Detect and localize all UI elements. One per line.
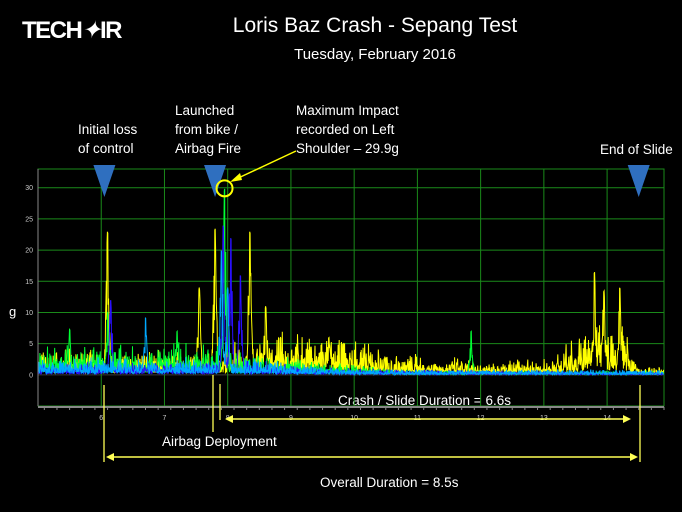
annotation-line: Shoulder – 29.9g [296,141,399,156]
y-tick-label: 20 [25,248,33,255]
arrowhead [225,415,233,423]
annotation-line: Initial loss [78,122,138,137]
series-line-channel-cyan [37,250,665,377]
arrowhead [106,453,114,461]
axes: 05101520253067891011121314 [25,169,665,422]
arrowhead [623,415,631,423]
annotation-initial-loss: Initial loss of control [78,120,137,158]
annotation-crash-duration: Crash / Slide Duration = 6.6s [338,393,511,408]
annotation-end-of-slide: End of Slide [600,142,673,157]
annotation-airbag-deployment: Airbag Deployment [162,434,277,449]
arrowhead [630,453,638,461]
annotation-launched: Launched from bike / Airbag Fire [175,101,241,158]
annotation-marks [93,150,650,462]
max-impact-arrow [233,150,297,181]
annotation-line: Airbag Fire [175,141,242,156]
y-tick-label: 25 [25,216,33,223]
annotation-line: from bike / [175,122,239,137]
arrowhead [230,173,242,182]
x-tick-label: 7 [163,415,167,422]
event-marker-triangle [627,165,650,197]
series-group [37,188,665,377]
y-tick-label: 30 [25,185,33,192]
annotation-line: recorded on Left [296,122,395,137]
annotation-overall-duration: Overall Duration = 8.5s [320,475,459,490]
event-marker-triangle [204,165,227,197]
techair-logo: TECH✦IR [22,17,122,44]
y-tick-label: 5 [29,341,33,348]
page-title: Loris Baz Crash - Sepang Test [232,14,518,37]
y-axis-label: g [9,304,17,319]
x-tick-label: 6 [99,415,103,422]
y-tick-label: 0 [29,372,33,379]
max-impact-circle [215,179,234,198]
y-tick-label: 15 [25,279,33,286]
annotation-line: of control [78,141,134,156]
page-subtitle: Tuesday, February 2016 [294,46,456,63]
event-marker-triangle [93,165,116,197]
series-line-channel-blue [37,225,664,377]
annotation-max-impact: Maximum Impact recorded on Left Shoulder… [296,101,399,158]
y-tick-label: 10 [25,310,33,317]
annotation-line: Maximum Impact [296,103,399,118]
annotation-line: Launched [175,103,235,118]
